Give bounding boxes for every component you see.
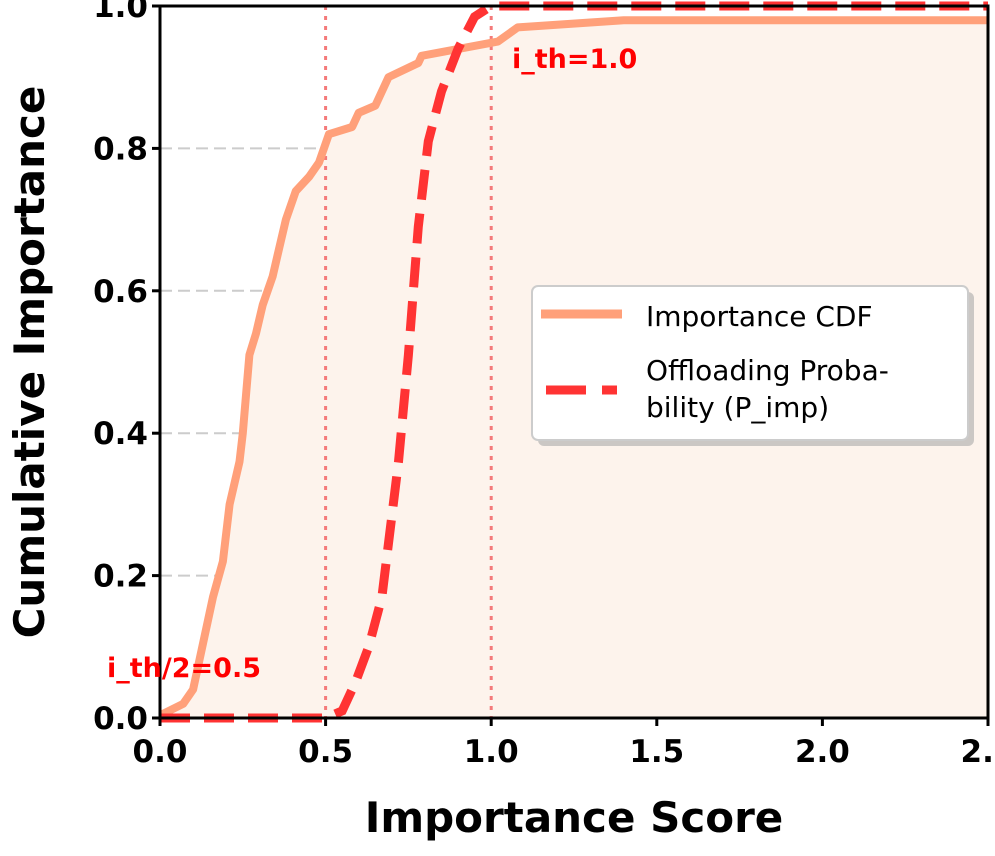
importance-cdf-line (159, 16, 988, 719)
y-tick-label: 0.2 (93, 559, 148, 595)
offloading-probability-line (160, 1, 988, 723)
x-tick-label: 2.0 (795, 734, 850, 770)
annotation-threshold: i_th=1.0 (512, 44, 637, 75)
plot-frame (158, 4, 990, 720)
x-tick-label: 1.0 (464, 734, 519, 770)
axis-ticks: 0.0 0.2 0.4 0.6 0.8 1.0 0.0 0.5 1.0 1.5 2.0 2.5 (93, 0, 995, 770)
y-tick-label: 0.4 (93, 416, 148, 452)
legend-label-prob-line2: bility (P_imp) (646, 391, 829, 424)
x-axis-label: Importance Score (365, 793, 784, 842)
x-tick-label: 2.5 (961, 734, 995, 770)
x-tick-label: 0.5 (298, 734, 353, 770)
legend: Importance CDF Offloading Proba- bility … (531, 285, 974, 446)
y-axis-label: Cumulative Importance (5, 86, 54, 639)
legend-label-prob-line1: Offloading Proba- (646, 354, 889, 387)
annotation-half-threshold: i_th/2=0.5 (107, 653, 261, 684)
legend-label-cdf: Importance CDF (646, 300, 873, 333)
y-tick-label: 0.8 (93, 131, 148, 167)
y-tick-label: 1.0 (93, 0, 148, 25)
y-tick-label: 0.6 (93, 274, 148, 310)
y-tick-label: 0.0 (93, 701, 148, 737)
x-tick-label: 1.5 (629, 734, 684, 770)
threshold-lines (324, 6, 493, 718)
x-tick-label: 0.0 (133, 734, 188, 770)
